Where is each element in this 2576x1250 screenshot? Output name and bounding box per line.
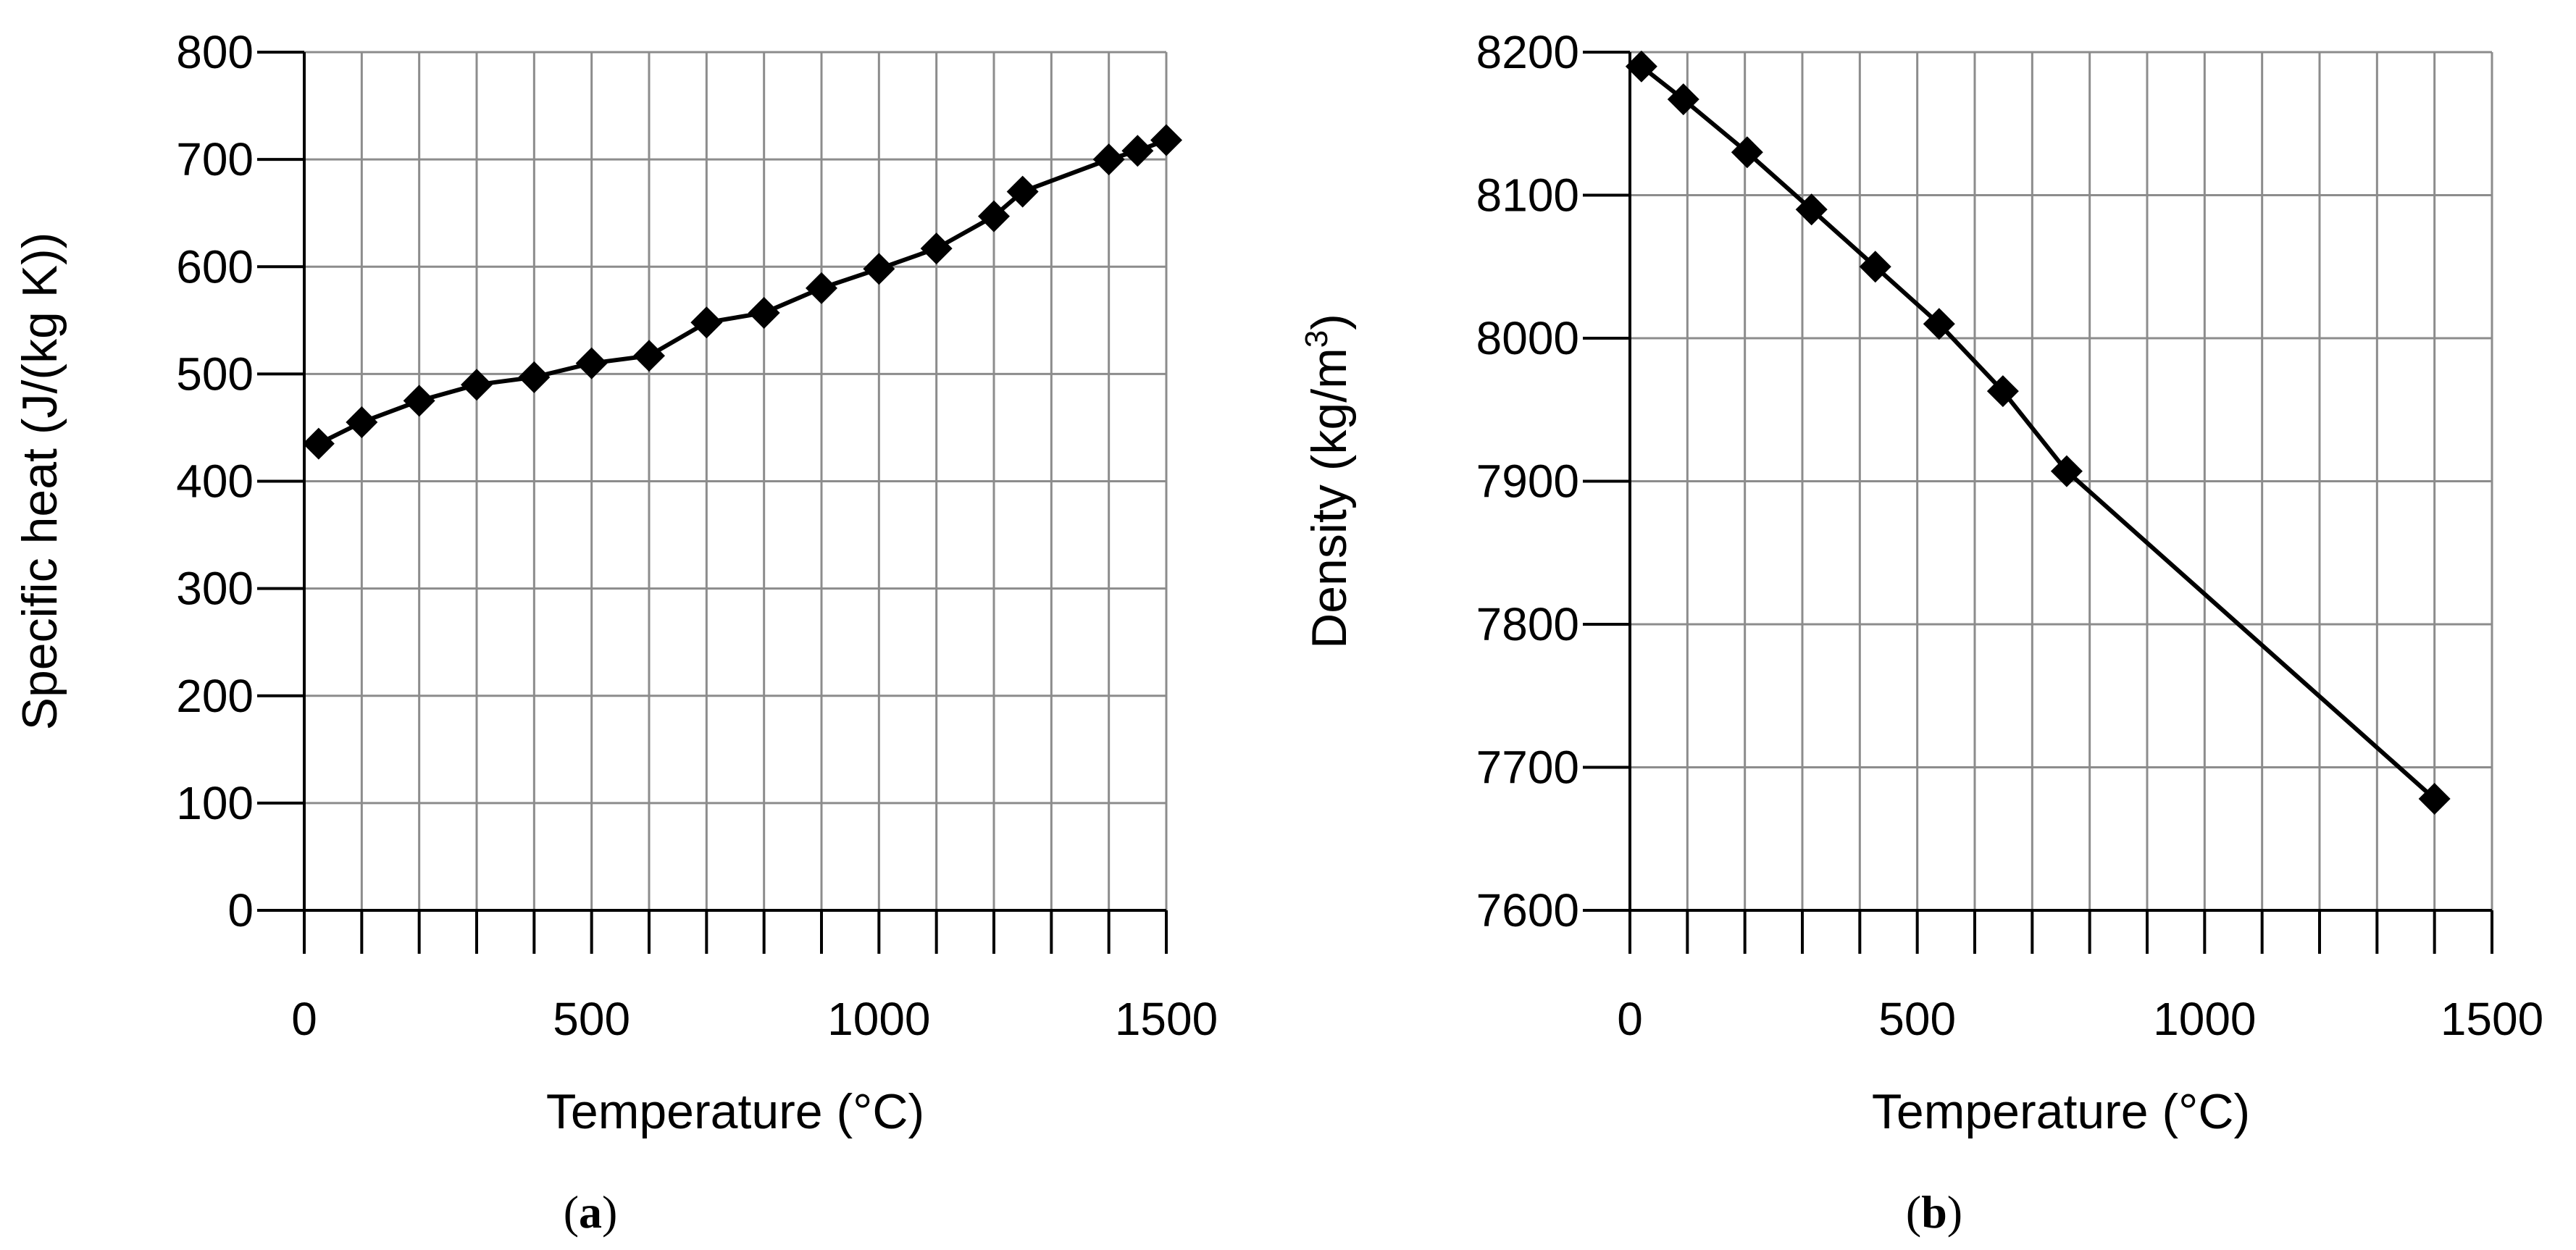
chart-b-y-axis-title: Density (kg/m3) bbox=[1299, 314, 1357, 649]
chart-a-data-point bbox=[1006, 175, 1039, 208]
chart-a-data-point bbox=[1150, 124, 1182, 156]
chart-b-y-axis-title-superscript: 3 bbox=[1299, 330, 1334, 348]
chart-b-tick-labels: 0 500 1000 1500 7600 7700 7800 7900 8000 8100 8200 bbox=[1476, 26, 2544, 1045]
chart-a-data-point bbox=[863, 253, 895, 285]
chart-b-y-axis-title-main: Density (kg/m bbox=[1302, 348, 1357, 649]
chart-a-y-tick-label: 0 bbox=[227, 884, 254, 936]
chart-b-data-point bbox=[1986, 375, 2019, 408]
chart-b-data-point bbox=[2418, 782, 2451, 815]
chart-a-data-point bbox=[403, 385, 435, 417]
chart-b-data-point bbox=[1795, 193, 1828, 226]
chart-a-series bbox=[302, 124, 1182, 460]
chart-a-y-axis-title: Specific heat (J/(kg K)) bbox=[12, 232, 67, 731]
chart-a-grid bbox=[304, 51, 1168, 910]
chart-b-y-tick-label: 7900 bbox=[1476, 456, 1579, 508]
chart-a-axes bbox=[257, 51, 1168, 954]
chart-a-y-tick-label: 700 bbox=[176, 133, 254, 185]
chart-b-data-point bbox=[1923, 308, 1955, 340]
chart-a-data-point bbox=[806, 272, 837, 304]
chart-a-panel-letter: a bbox=[579, 1186, 602, 1238]
chart-a-data-point bbox=[633, 340, 665, 372]
chart-b-axes bbox=[1583, 51, 2493, 954]
chart-b-series bbox=[1625, 50, 2451, 815]
chart-a-y-tick-label: 200 bbox=[176, 670, 254, 722]
chart-a-data-point bbox=[346, 406, 378, 439]
chart-a-y-tick-label: 300 bbox=[176, 563, 254, 615]
chart-a-x-tick-label: 1000 bbox=[827, 993, 930, 1045]
chart-a-panel-label: (a) bbox=[564, 1186, 618, 1238]
chart-b-data-point bbox=[1625, 50, 1657, 83]
chart-a-data-point bbox=[920, 232, 953, 265]
chart-a-data-point bbox=[748, 296, 780, 329]
chart-a-data-point bbox=[575, 347, 608, 379]
chart-b-data-point bbox=[1731, 136, 1763, 169]
chart-a-y-tick-label: 400 bbox=[176, 456, 254, 508]
chart-b-y-tick-label: 7700 bbox=[1476, 742, 1579, 794]
chart-a-y-tick-label: 500 bbox=[176, 348, 254, 400]
chart-b-x-axis-title: Temperature (°C) bbox=[1872, 1084, 2250, 1139]
chart-a-data-point bbox=[978, 200, 1010, 232]
chart-b-y-tick-label: 8100 bbox=[1476, 169, 1579, 222]
chart-a-tick-labels: 0 500 1000 1500 0 100 200 300 400 500 600 700 800 bbox=[176, 26, 1218, 1045]
chart-b-data-point bbox=[1859, 251, 1891, 283]
chart-b-grid bbox=[1630, 51, 2493, 910]
chart-a-x-tick-label: 1500 bbox=[1115, 993, 1218, 1045]
chart-b-y-tick-label: 8000 bbox=[1476, 312, 1579, 364]
chart-a-y-tick-label: 800 bbox=[176, 26, 254, 78]
chart-b-panel-label: (b) bbox=[1906, 1186, 1962, 1238]
chart-b-data-point bbox=[1667, 83, 1699, 116]
chart-a-specific-heat: 0 500 1000 1500 0 100 200 300 400 500 600 700 800 Te… bbox=[12, 26, 1218, 1238]
chart-b-x-tick-label: 500 bbox=[1878, 993, 1956, 1045]
chart-a-data-point bbox=[461, 369, 493, 401]
chart-b-x-tick-label: 1000 bbox=[2153, 993, 2256, 1045]
chart-a-y-tick-label: 100 bbox=[176, 777, 254, 829]
chart-a-x-tick-label: 0 bbox=[291, 993, 317, 1045]
chart-b-data-point bbox=[2050, 455, 2083, 487]
chart-b-y-axis-title-end: ) bbox=[1302, 314, 1357, 330]
chart-a-data-point bbox=[302, 427, 335, 460]
chart-b-x-tick-label: 1500 bbox=[2441, 993, 2543, 1045]
chart-b-y-tick-label: 7800 bbox=[1476, 598, 1579, 650]
chart-b-x-tick-label: 0 bbox=[1617, 993, 1643, 1045]
chart-b-y-tick-label: 8200 bbox=[1476, 26, 1579, 78]
chart-b-density: 0 500 1000 1500 7600 7700 7800 7900 8000 8100 8200… bbox=[1299, 26, 2543, 1238]
chart-a-data-point bbox=[1092, 143, 1125, 176]
chart-b-panel-letter: b bbox=[1921, 1186, 1947, 1238]
chart-a-data-point bbox=[690, 306, 723, 339]
chart-a-data-point bbox=[518, 361, 551, 393]
chart-b-series-line bbox=[1640, 64, 2436, 801]
chart-a-y-tick-label: 600 bbox=[176, 240, 254, 293]
chart-a-data-point bbox=[1121, 135, 1154, 167]
chart-a-x-tick-label: 500 bbox=[553, 993, 630, 1045]
chart-b-y-tick-label: 7600 bbox=[1476, 884, 1579, 936]
chart-a-x-axis-title: Temperature (°C) bbox=[546, 1084, 924, 1139]
chart-a-series-line bbox=[317, 138, 1168, 446]
